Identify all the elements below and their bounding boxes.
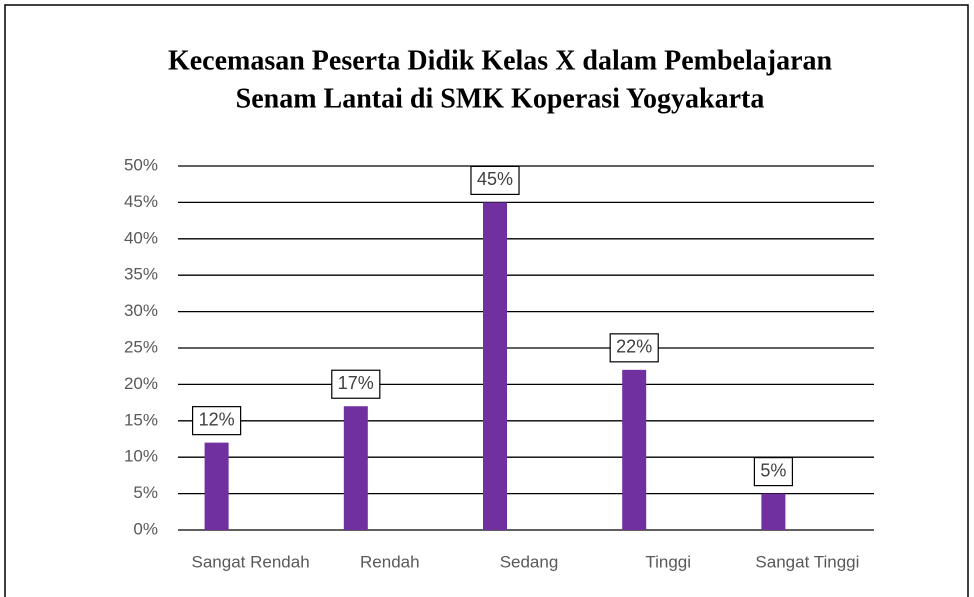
x-tick-label: Sangat Rendah [192, 552, 310, 571]
y-tick-label: 45% [124, 192, 158, 211]
data-label-box [753, 457, 794, 487]
bar [343, 406, 368, 530]
x-tick-label: Rendah [360, 552, 420, 571]
x-tick-label: Sangat Tinggi [755, 552, 859, 571]
data-label-box [470, 165, 520, 195]
y-tick-label: 5% [133, 483, 158, 502]
x-tick-label: Sedang [500, 552, 559, 571]
data-label-box [331, 369, 381, 399]
bar [761, 493, 786, 530]
bar [204, 442, 229, 530]
y-tick-label: 10% [124, 447, 158, 466]
y-tick-label: 40% [124, 228, 158, 247]
y-tick-label: 15% [124, 410, 158, 429]
data-label: 17% [338, 373, 374, 393]
data-label: 45% [477, 169, 513, 189]
y-tick-label: 50% [124, 155, 158, 174]
x-tick-label: Tinggi [645, 552, 691, 571]
y-tick-label: 0% [133, 519, 158, 538]
data-label-box [609, 333, 659, 363]
data-label: 22% [616, 337, 652, 357]
y-tick-label: 20% [124, 374, 158, 393]
bar [622, 369, 647, 530]
y-tick-label: 35% [124, 265, 158, 284]
data-label: 5% [760, 460, 786, 480]
y-tick-label: 30% [124, 301, 158, 320]
bar [483, 202, 507, 530]
data-label-box [191, 406, 242, 436]
data-label: 12% [199, 409, 235, 429]
chart-title: Senam Lantai di SMK Koperasi Yogyakarta [236, 83, 765, 114]
chart-title: Kecemasan Peserta Didik Kelas X dalam Pe… [168, 45, 833, 76]
y-tick-label: 25% [124, 337, 158, 356]
